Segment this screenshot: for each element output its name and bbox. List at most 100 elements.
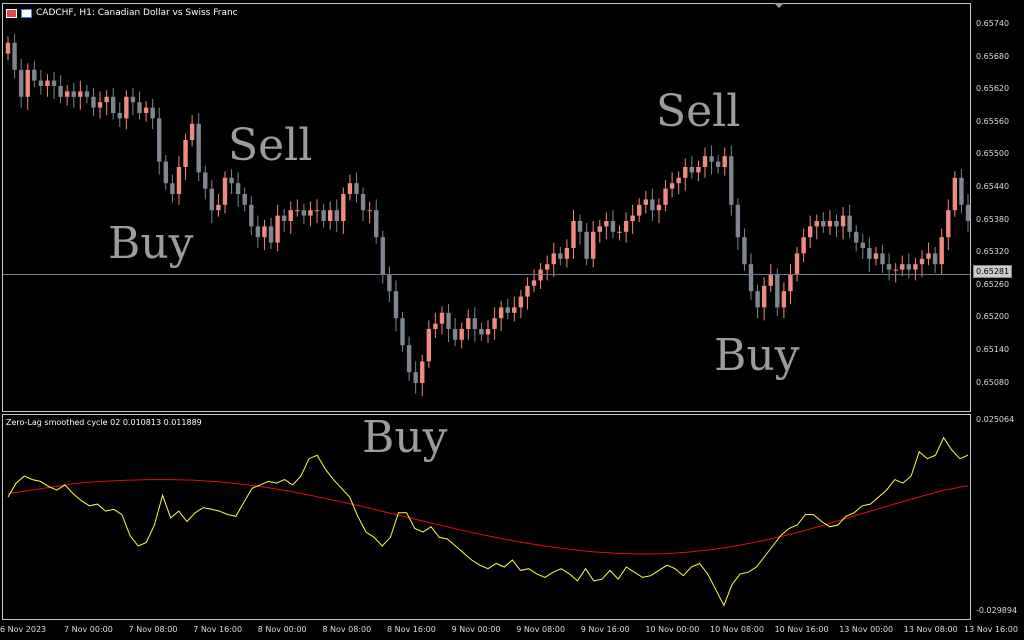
time-tick-label: 7 Nov 08:00 (128, 625, 178, 634)
candle-body (932, 253, 938, 265)
candle-body (821, 221, 826, 227)
price-tick-label: 0.65260 (976, 279, 1010, 289)
candle-body (130, 96, 136, 103)
candle-body (45, 80, 50, 86)
candle-body (538, 269, 543, 281)
candle-body (124, 96, 129, 119)
candle-body (268, 226, 274, 243)
candle-body (479, 329, 484, 335)
candle-body (117, 113, 122, 119)
candle-body (525, 285, 530, 297)
candle-body (137, 102, 142, 113)
candle-body (854, 231, 859, 243)
candle-body (748, 264, 754, 292)
candle-body (906, 264, 912, 270)
candle-body (374, 210, 379, 238)
time-tick-label: 9 Nov 08:00 (516, 625, 566, 634)
sell-label: Sell (228, 120, 313, 171)
candle-body (952, 177, 958, 211)
candle-body (768, 275, 773, 286)
price-tick-label: 0.65740 (976, 19, 1010, 28)
symbol-title: CADCHF, H1: Canadian Dollar vs Swiss Fra… (36, 8, 238, 18)
candle-body (860, 242, 865, 248)
candle-body (498, 307, 504, 319)
candle-body (939, 237, 944, 265)
candle-body (735, 204, 741, 238)
candle-body (229, 177, 234, 184)
candle-body (262, 226, 267, 238)
candle-body (965, 204, 971, 221)
candle-body (157, 118, 162, 162)
candle-body (466, 318, 471, 329)
candle-body (834, 221, 839, 227)
candle-body (413, 372, 418, 383)
price-tick-label: 0.65320 (976, 247, 1010, 257)
chart-shift-marker-icon[interactable] (774, 3, 784, 8)
candle-body (25, 69, 30, 97)
candle-body (551, 253, 556, 265)
candle-body (170, 183, 175, 194)
candle-body (446, 312, 451, 329)
candle-body (775, 275, 780, 308)
candle-body (544, 264, 550, 270)
candle-body (794, 253, 800, 275)
candle-body (564, 248, 570, 259)
chart-menu-icon[interactable] (6, 8, 17, 18)
candle-body (314, 210, 320, 212)
candle-body (801, 237, 806, 254)
candle-body (722, 156, 727, 167)
candle-body (689, 167, 695, 173)
candle-body (761, 285, 767, 308)
candle-body (176, 167, 182, 194)
indicator-panel[interactable] (2, 414, 971, 620)
candle-body (301, 210, 307, 216)
ohlc-toggle-icon[interactable] (21, 8, 32, 18)
candle-body (71, 91, 76, 97)
candle-body (426, 329, 432, 362)
candle-body (295, 210, 300, 212)
price-tick-label: 0.65380 (976, 214, 1010, 224)
candle-body (512, 307, 517, 313)
time-tick-label: 10 Nov 00:00 (645, 625, 700, 634)
candle-body (669, 183, 675, 189)
time-tick-label: 10 Nov 16:00 (774, 625, 829, 634)
candle-body (847, 215, 852, 232)
candle-body (577, 221, 583, 232)
price-tick-label: 0.65560 (976, 116, 1010, 126)
candle-body (341, 194, 346, 221)
candle-body (242, 194, 247, 205)
candle-body (788, 275, 793, 292)
candle-body (183, 140, 188, 167)
candle-body (485, 329, 491, 335)
cycle-line (7, 436, 969, 607)
candle-body (380, 237, 385, 275)
time-tick-label: 13 Nov 08:00 (903, 625, 958, 634)
candle-body (327, 210, 333, 221)
buy-label: Buy (108, 218, 194, 269)
candle-body (334, 210, 339, 221)
price-tick-label: 0.65140 (976, 345, 1010, 354)
candle-body (518, 296, 524, 308)
candle-body (959, 177, 964, 205)
candle-body (827, 221, 833, 227)
chart-header: CADCHF, H1: Canadian Dollar vs Swiss Fra… (6, 8, 238, 18)
candle-body (742, 237, 747, 265)
candle-body (676, 177, 681, 184)
candle-body (919, 258, 925, 265)
candle-body (400, 318, 405, 346)
candle-body (18, 69, 24, 97)
candle-body (880, 253, 885, 265)
price-tick-label: 0.65440 (976, 182, 1010, 191)
candle-body (637, 204, 642, 216)
candle-body (650, 199, 655, 211)
candle-body (84, 91, 90, 97)
candle-body (617, 231, 622, 233)
candle-body (275, 215, 280, 243)
candle-body (308, 210, 313, 216)
buy-label: Buy (362, 412, 448, 463)
price-chart-panel[interactable] (2, 3, 971, 412)
candle-body (643, 199, 649, 205)
candle-body (610, 221, 616, 232)
time-tick-label: 10 Nov 08:00 (710, 625, 764, 634)
